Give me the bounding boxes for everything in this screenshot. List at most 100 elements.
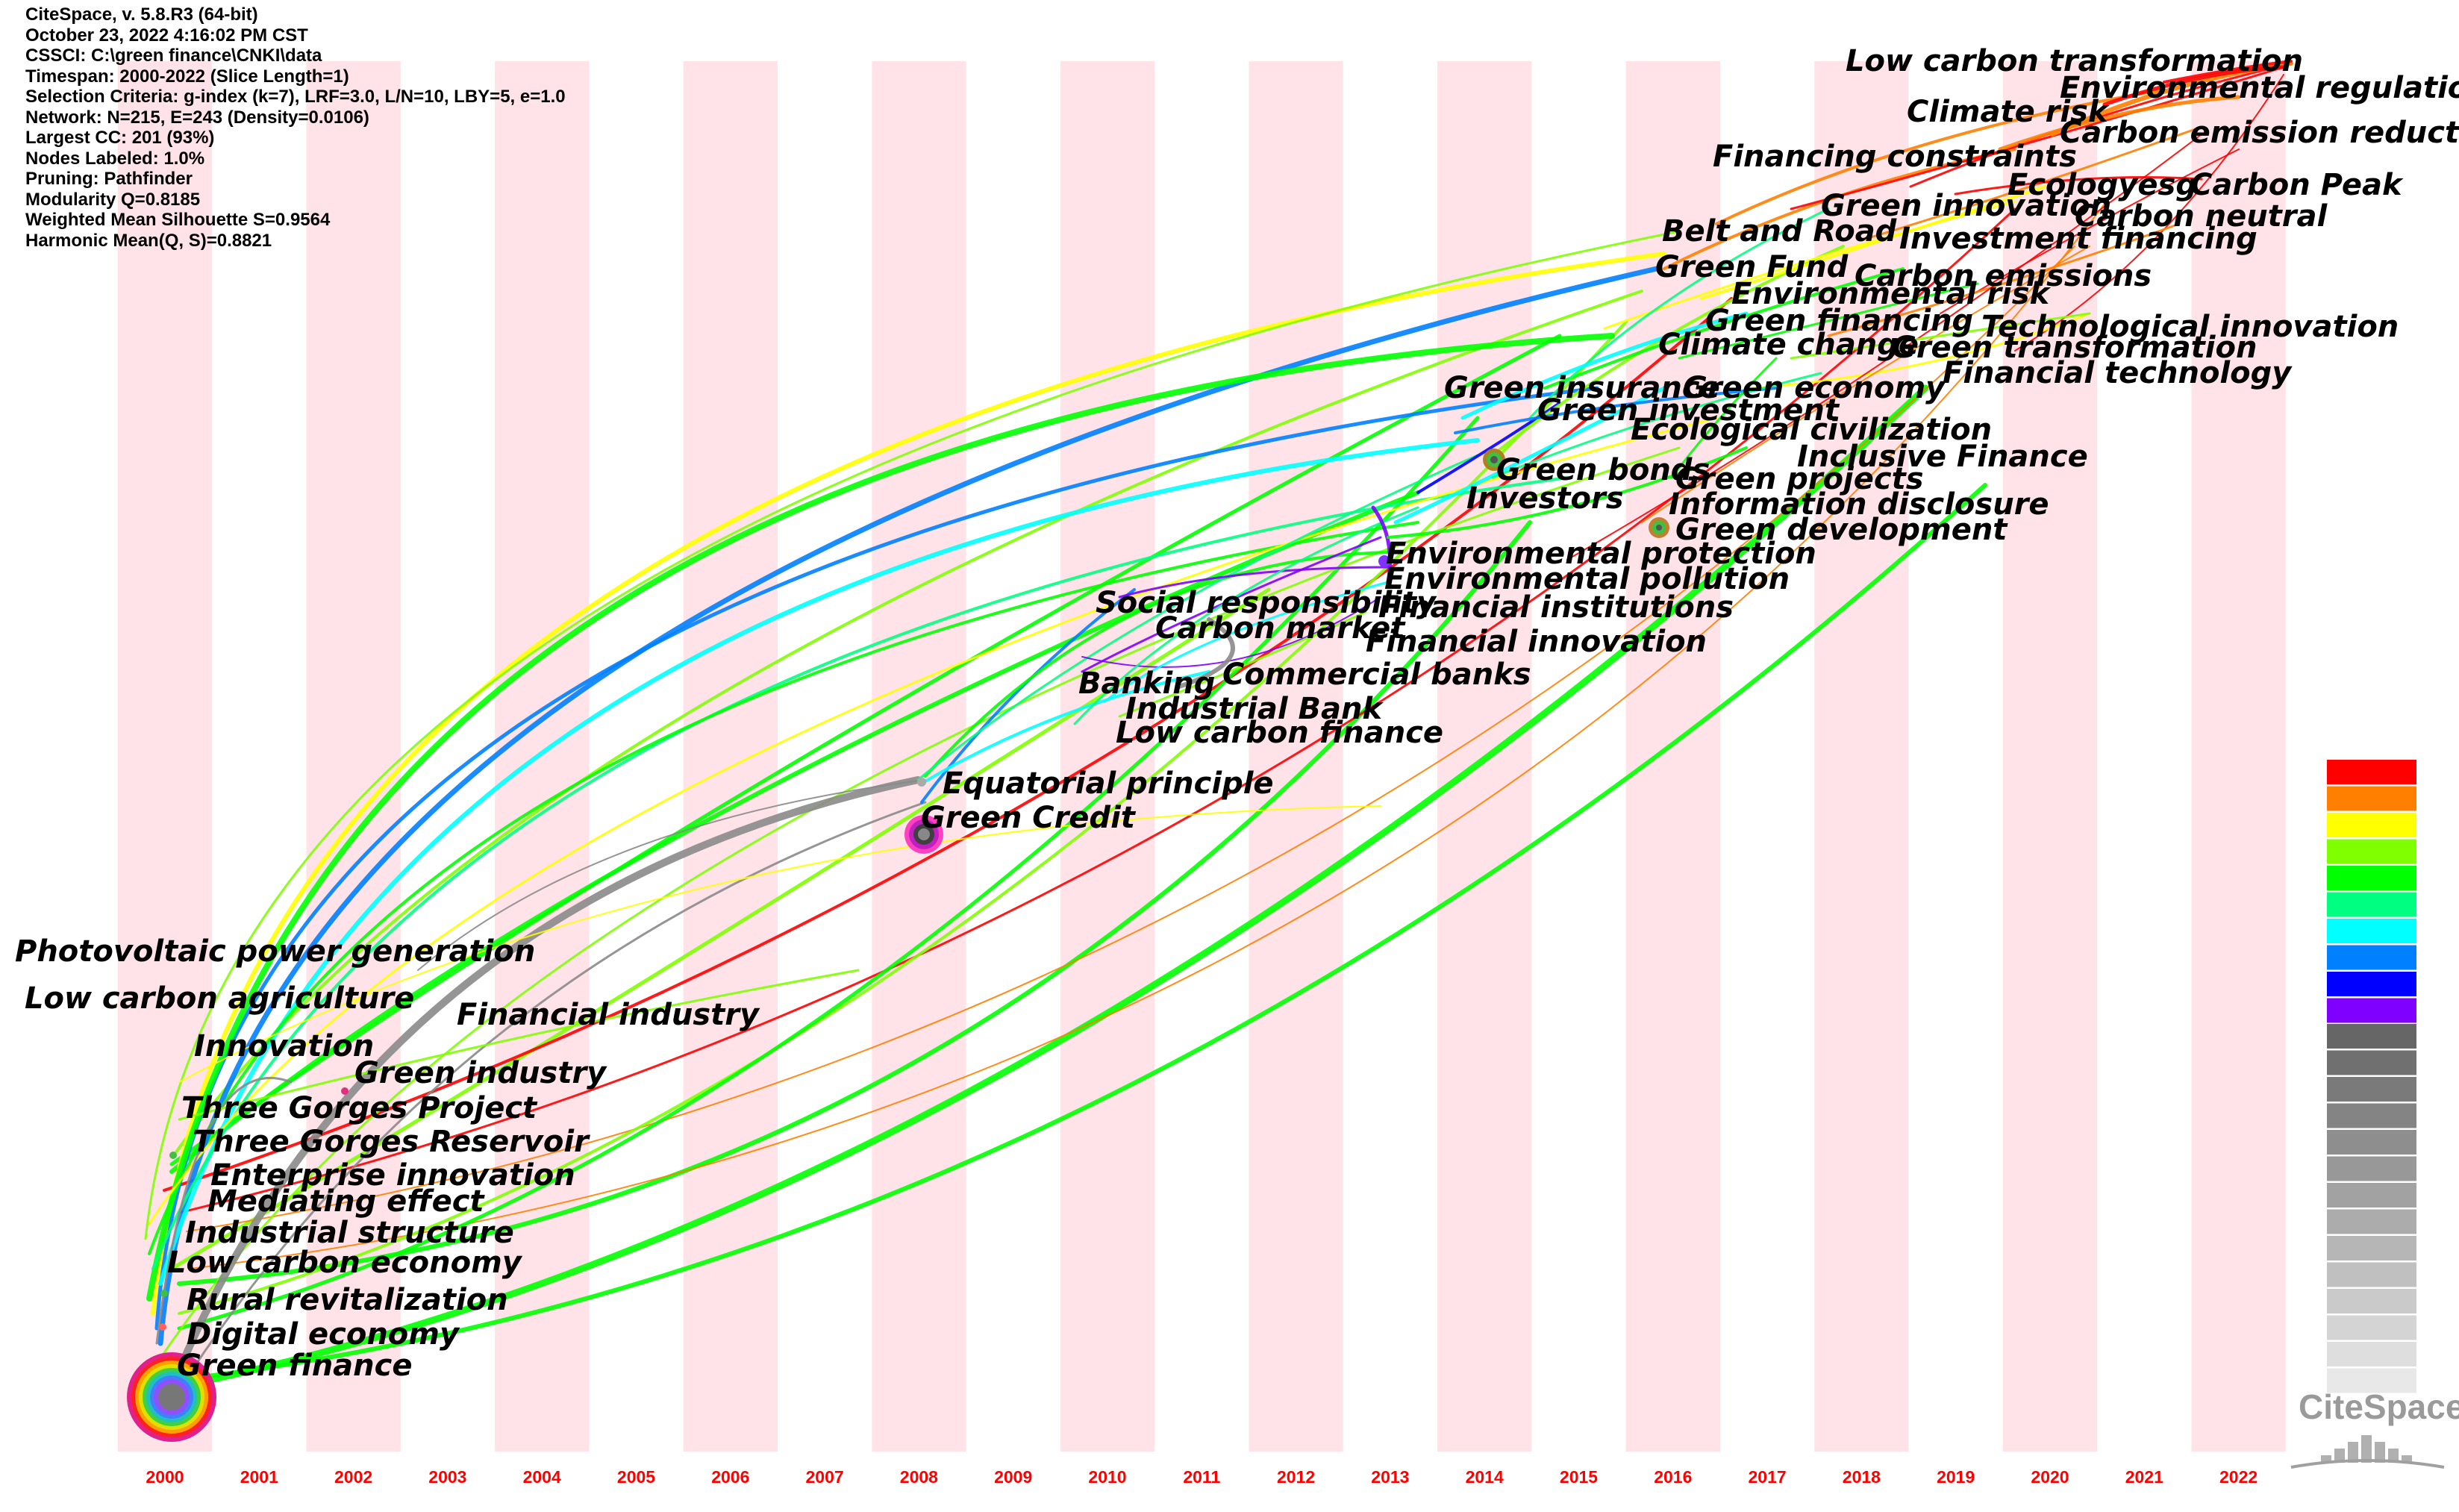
legend-swatch [2327, 813, 2416, 837]
co-occurrence-edge [1940, 149, 2240, 314]
co-occurrence-edge [417, 779, 926, 971]
keyword-label: Equatorial principle [943, 766, 1274, 801]
meta-line: October 23, 2022 4:16:02 PM CST [25, 25, 308, 46]
logo-bar [2334, 1449, 2345, 1463]
logo-bar [2375, 1442, 2385, 1463]
legend-swatch [2327, 866, 2416, 890]
co-occurrence-edge [1678, 282, 1979, 360]
network-edges [144, 60, 2293, 1397]
citespace-logo-icon [2290, 1435, 2445, 1469]
co-occurrence-edge [1491, 372, 1822, 479]
co-occurrence-edge [1387, 446, 1748, 539]
keyword-label: Financial institutions [1378, 590, 1734, 625]
legend-swatch [2327, 1156, 2416, 1181]
year-label-2009: 2009 [994, 1467, 1033, 1487]
year-label-2012: 2012 [1277, 1467, 1316, 1487]
co-occurrence-edge [1081, 536, 1382, 673]
node-rural-revitalization [159, 1323, 166, 1331]
keyword-label: Green bonds [1496, 453, 1710, 487]
legend-swatch [2327, 1315, 2416, 1340]
keyword-label: Green economy [1683, 371, 1946, 405]
meta-line: Network: N=215, E=243 (Density=0.0106) [25, 107, 369, 128]
year-label-2006: 2006 [711, 1467, 750, 1487]
co-occurrence-edge [924, 551, 1390, 778]
year-band-2002 [306, 61, 401, 1452]
keyword-label: Financial technology [1943, 356, 2292, 390]
year-band-2008 [872, 61, 966, 1452]
co-occurrence-edge [1670, 357, 1778, 479]
legend-swatch [2327, 1103, 2416, 1128]
co-occurrence-edge [1416, 402, 1561, 494]
year-label-2005: 2005 [616, 1467, 656, 1487]
analysis-metadata: CiteSpace, v. 5.8.R3 (64-bit) October 23… [25, 4, 566, 251]
logo-bar [2388, 1449, 2399, 1463]
co-occurrence-edge [2014, 74, 2284, 352]
co-occurrence-edge [1393, 386, 1666, 525]
keyword-label: Green projects [1675, 462, 1924, 496]
keyword-label: Innovation [194, 1029, 375, 1063]
co-occurrence-edge [178, 969, 860, 1121]
keyword-label: Green insurance [1444, 371, 1720, 405]
co-occurrence-edge [178, 805, 1381, 1083]
co-occurrence-edge [1103, 581, 1390, 703]
node-green-development [1649, 517, 1669, 538]
co-occurrence-edge [1118, 566, 1390, 599]
co-occurrence-edge [1528, 207, 1830, 419]
year-label-2018: 2018 [1842, 1467, 1881, 1487]
co-occurrence-edge [190, 193, 2113, 1269]
keyword-label: Banking [1078, 666, 1216, 701]
logo-bar [2348, 1442, 2358, 1463]
keyword-label: Green Credit [921, 801, 1135, 835]
co-occurrence-edge [1715, 88, 2166, 225]
keyword-label: Ecological civilization [1631, 413, 1993, 447]
co-occurrence-edge [178, 207, 2016, 1214]
co-occurrence-edge [1454, 387, 1778, 434]
keyword-label: Three Gorges Reservoir [193, 1125, 589, 1159]
keyword-label: Photovoltaic power generation [15, 934, 536, 969]
keyword-label: Climate change [1658, 328, 1919, 362]
year-label-2000: 2000 [146, 1467, 184, 1487]
co-occurrence-edge [169, 587, 1271, 1271]
year-label-2007: 2007 [805, 1467, 844, 1487]
co-occurrence-edge [148, 416, 1718, 1225]
node-three-gorges-reservoir [169, 1152, 177, 1159]
co-occurrence-edge [1177, 617, 1235, 689]
legend-swatch [2327, 1050, 2416, 1075]
co-occurrence-edge [1790, 66, 2285, 210]
co-occurrence-edge [177, 416, 1480, 1331]
legend-swatch [2327, 972, 2416, 996]
co-occurrence-edge [174, 801, 927, 1397]
node-green-finance [127, 1352, 216, 1442]
year-band-2022 [2191, 61, 2286, 1452]
keyword-label: Carbon Peak [2190, 168, 2402, 202]
node-green-bonds [1483, 449, 1505, 471]
keyword-label: Climate risk [1907, 95, 2108, 129]
year-label-2004: 2004 [522, 1467, 561, 1487]
keyword-label: Environmental regulation [2060, 71, 2459, 105]
node-environmental-protection [1378, 555, 1390, 567]
co-occurrence-edge [1081, 596, 1381, 668]
year-label-2016: 2016 [1654, 1467, 1693, 1487]
keyword-label: Green transformation [1892, 331, 2258, 365]
year-label-2021: 2021 [2125, 1467, 2163, 1487]
legend-swatch [2327, 1368, 2416, 1393]
year-label-2010: 2010 [1088, 1467, 1127, 1487]
logo-arc [2290, 1459, 2445, 1469]
co-occurrence-edge [1998, 95, 2241, 151]
year-label-2008: 2008 [899, 1467, 938, 1487]
keyword-label: Three Gorges Project [181, 1091, 537, 1125]
co-occurrence-edge [151, 252, 1666, 1316]
year-label-2022: 2022 [2219, 1467, 2258, 1487]
co-occurrence-edge [920, 670, 1210, 785]
keyword-label: Low carbon transformation [1846, 44, 2303, 78]
keyword-label: Industrial structure [185, 1216, 514, 1250]
keyword-label: Inclusive Finance [1797, 440, 2088, 474]
keyword-label: Information disclosure [1669, 487, 2049, 522]
logo-bar [2402, 1455, 2412, 1463]
year-label-2002: 2002 [334, 1467, 373, 1487]
node-low-carbon-economy [160, 1290, 168, 1297]
node-green-credit [904, 815, 943, 854]
co-occurrence-edge [920, 588, 1136, 804]
